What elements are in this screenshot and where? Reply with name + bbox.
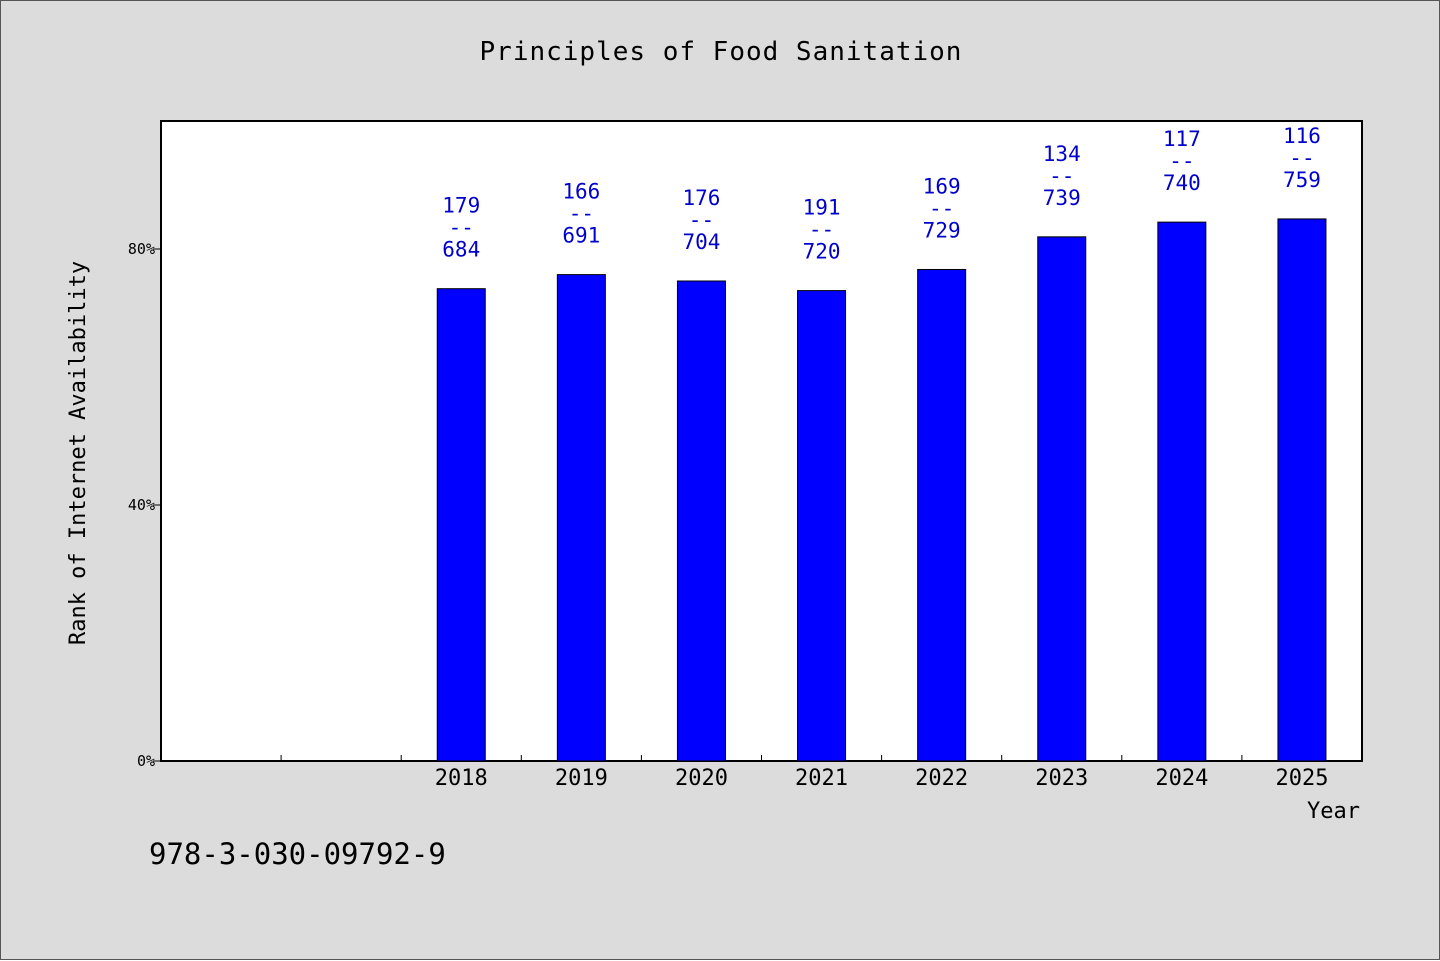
bar-data-label: 134 — [1043, 142, 1081, 166]
bar-2019 — [556, 274, 606, 762]
bar-data-label: -- — [1289, 146, 1314, 170]
bar-data-label: 759 — [1283, 168, 1321, 192]
y-tick-label: 0% — [137, 752, 155, 770]
bar-2023 — [1037, 236, 1087, 762]
bar-2018 — [436, 288, 486, 762]
x-axis-title: Year — [1307, 799, 1360, 824]
bar-data-label: -- — [809, 218, 834, 242]
bar-data-label: 191 — [803, 196, 841, 220]
bar-data-label: 176 — [682, 186, 720, 210]
bar-data-label: -- — [1049, 164, 1074, 188]
bar-data-label: 740 — [1163, 171, 1201, 195]
chart-title: Principles of Food Sanitation — [479, 37, 963, 67]
bar-2020 — [676, 280, 726, 762]
bar-data-label: 691 — [562, 224, 600, 248]
bar-data-label: 739 — [1043, 186, 1081, 210]
bar-data-label: 720 — [803, 240, 841, 264]
bar-data-label: 169 — [923, 174, 961, 198]
x-tick-label: 2022 — [915, 766, 968, 791]
bar-data-label: -- — [569, 202, 594, 226]
x-tick-label: 2023 — [1035, 766, 1088, 791]
bar-data-label: 704 — [682, 230, 720, 254]
x-tick-label: 2024 — [1155, 766, 1208, 791]
bar-data-label: 684 — [442, 238, 480, 262]
bar-2024 — [1157, 221, 1207, 762]
y-tick-label: 80% — [128, 240, 155, 258]
bar-data-label: -- — [929, 196, 954, 220]
x-tick-label: 2021 — [795, 766, 848, 791]
y-tick-label: 40% — [128, 496, 155, 514]
x-tick-label: 2025 — [1275, 766, 1328, 791]
bar-data-label: -- — [689, 208, 714, 232]
bar-data-label: -- — [1169, 149, 1194, 173]
bar-2021 — [797, 290, 847, 762]
bar-data-label: 166 — [562, 180, 600, 204]
bar-data-label: -- — [449, 216, 474, 240]
x-tick-label: 2018 — [435, 766, 488, 791]
x-tick-label: 2020 — [675, 766, 728, 791]
bar-data-label: 117 — [1163, 127, 1201, 151]
y-axis-title: Rank of Internet Availability — [66, 261, 91, 645]
bar-data-label: 116 — [1283, 124, 1321, 148]
bar-2025 — [1277, 218, 1327, 762]
bar-2022 — [917, 268, 967, 762]
isbn-label: 978-3-030-09792-9 — [149, 837, 446, 871]
bar-data-label: 179 — [442, 194, 480, 218]
x-tick-label: 2019 — [555, 766, 608, 791]
bar-data-label: 729 — [923, 218, 961, 242]
